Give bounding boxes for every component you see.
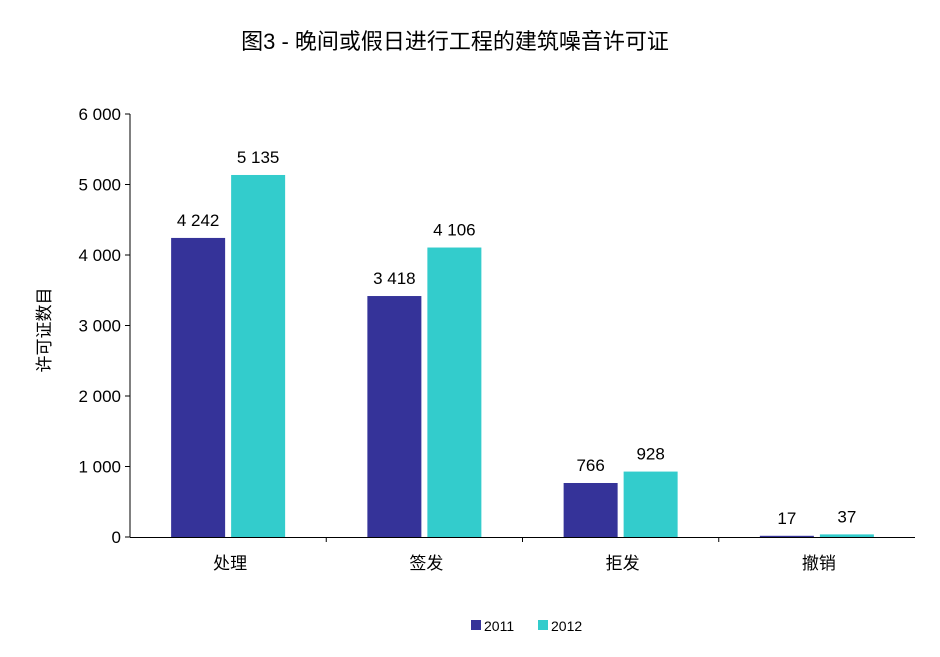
x-tick-label: 拒发 xyxy=(606,554,640,573)
bar-2012 xyxy=(427,247,482,538)
data-label: 3 418 xyxy=(373,269,416,288)
data-label: 4 106 xyxy=(433,221,476,240)
data-label: 766 xyxy=(576,456,604,475)
legend: 2011 2012 xyxy=(471,618,582,634)
x-tick-label: 处理 xyxy=(213,554,247,573)
y-tick-label: 3 000 xyxy=(78,317,121,336)
bar-2011 xyxy=(759,535,814,537)
y-tick-label: 4 000 xyxy=(78,246,121,265)
plot-area: 0 1 000 2 000 3 000 4 000 5 000 6 000 处理 4 242 5 … xyxy=(78,105,915,573)
y-tick-label: 1 000 xyxy=(78,458,121,477)
legend-swatch-2011 xyxy=(471,620,481,630)
bar-2012 xyxy=(231,174,286,538)
bar-2012 xyxy=(819,534,874,537)
bar-2012 xyxy=(623,471,678,537)
y-tick-label: 2 000 xyxy=(78,387,121,406)
data-label: 17 xyxy=(777,509,796,528)
data-label: 928 xyxy=(636,445,664,464)
data-label: 4 242 xyxy=(177,211,220,230)
chart-title: 图3 - 晚间或假日进行工程的建筑噪音许可证 xyxy=(241,29,669,54)
y-tick-label: 0 xyxy=(112,528,121,547)
legend-label: 2012 xyxy=(551,618,582,634)
legend-label: 2011 xyxy=(484,618,514,634)
bar-2011 xyxy=(367,296,422,537)
x-tick-label: 签发 xyxy=(409,554,443,573)
y-tick-label: 6 000 xyxy=(78,105,121,124)
data-label: 5 135 xyxy=(237,148,280,167)
bar-2011 xyxy=(171,237,226,537)
y-tick-label: 5 000 xyxy=(78,176,121,195)
data-label: 37 xyxy=(837,507,856,526)
bar-2011 xyxy=(563,482,618,537)
legend-swatch-2012 xyxy=(538,620,548,630)
y-axis-label: 许可证数目 xyxy=(35,288,54,373)
x-tick-label: 撤销 xyxy=(802,554,836,573)
